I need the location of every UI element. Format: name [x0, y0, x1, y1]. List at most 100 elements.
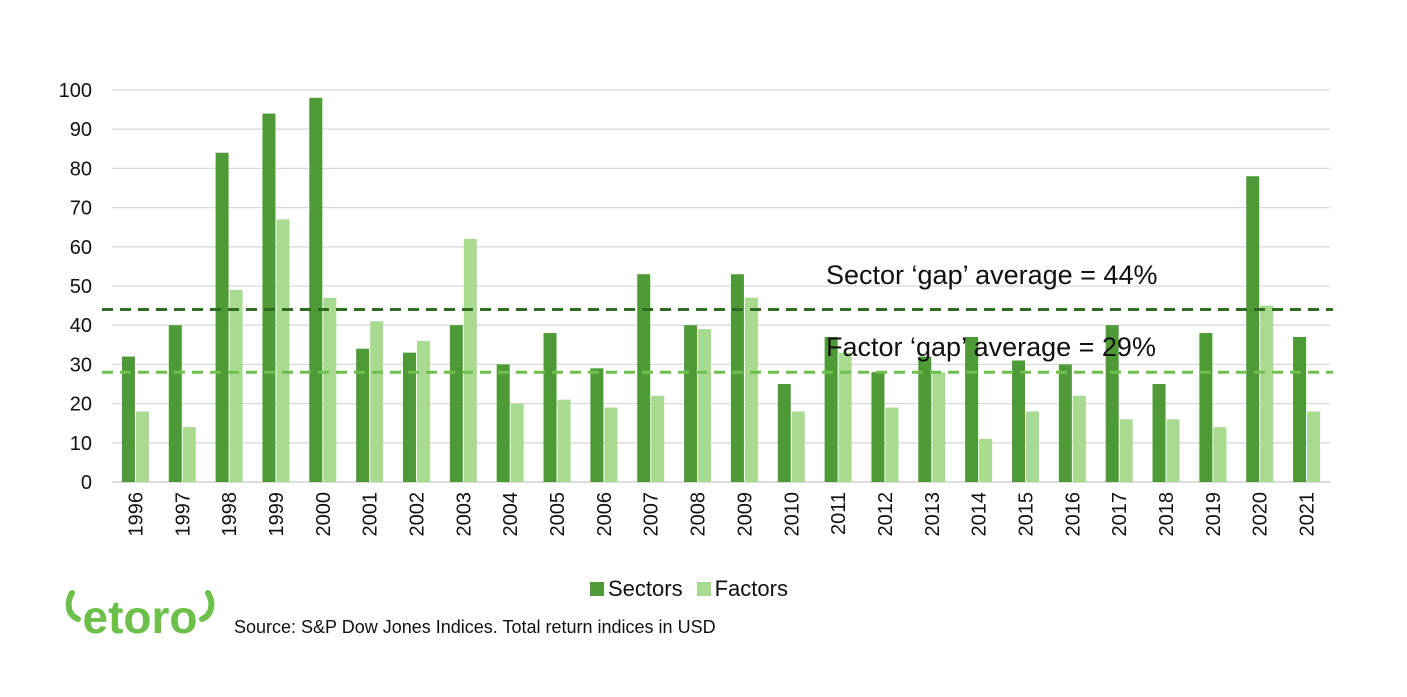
legend-label-factors: Factors	[714, 576, 788, 601]
legend-label-sectors: Sectors	[608, 576, 683, 601]
y-tick-label-70: 70	[70, 198, 92, 220]
legend-swatch-sectors	[590, 582, 604, 596]
y-tick-label-90: 90	[70, 119, 92, 141]
bar-factors-2020	[1260, 305, 1274, 482]
x-tick-label-2002: 2002	[407, 492, 429, 537]
x-tick-label-2021: 2021	[1297, 492, 1319, 537]
x-tick-label-2015: 2015	[1016, 492, 1038, 537]
bar-factors-2009	[744, 297, 758, 482]
x-tick-label-2004: 2004	[500, 492, 522, 537]
x-tick-label-2018: 2018	[1156, 492, 1178, 537]
bar-factors-2021	[1307, 411, 1321, 482]
x-tick-label-2013: 2013	[922, 492, 944, 537]
x-tick-label-2016: 2016	[1062, 492, 1084, 537]
x-tick-label-1996: 1996	[125, 492, 147, 537]
reference-label-factor: Factor ‘gap’ average = 29%	[826, 332, 1156, 362]
reference-lines: Sector ‘gap’ average = 44% Factor ‘gap’ a…	[102, 260, 1333, 374]
bar-factors-2005	[557, 399, 571, 482]
bar-factors-2000	[323, 297, 337, 482]
x-tick-label-2005: 2005	[547, 492, 569, 537]
bar-factors-2011	[838, 352, 852, 482]
y-tick-label-50: 50	[70, 276, 92, 298]
bar-sectors-2005	[543, 333, 557, 482]
x-tick-label-2007: 2007	[641, 492, 663, 537]
bar-factors-2019	[1213, 427, 1227, 482]
bar-sectors-2015	[1012, 360, 1025, 482]
bar-sectors-2019	[1199, 333, 1213, 482]
bar-factors-2008	[698, 329, 712, 482]
bar-factors-1997	[182, 427, 196, 482]
bar-sectors-2012	[871, 372, 885, 482]
bar-factors-2002	[417, 340, 430, 482]
bar-factors-1998	[229, 289, 243, 482]
x-tick-label-2008: 2008	[688, 492, 710, 537]
bar-sectors-2006	[590, 368, 604, 482]
etoro-logo: etoro	[65, 590, 215, 643]
bar-sectors-2016	[1058, 364, 1072, 482]
x-tick-label-2017: 2017	[1109, 492, 1131, 537]
y-tick-label-60: 60	[70, 237, 92, 259]
bar-sectors-2003	[449, 325, 463, 482]
bar-factors-2013	[932, 372, 946, 482]
legend-item-factors: Factors	[696, 576, 788, 602]
bar-sectors-2002	[403, 352, 416, 482]
y-tick-label-20: 20	[70, 394, 92, 416]
y-tick-label-0: 0	[81, 472, 92, 494]
bar-sectors-2001	[356, 348, 370, 482]
x-tick-label-1999: 1999	[266, 492, 288, 537]
bar-factors-2010	[791, 411, 805, 482]
bar-sectors-1999	[262, 113, 276, 483]
x-tick-label-2019: 2019	[1203, 492, 1225, 537]
x-tick-label-2009: 2009	[734, 492, 756, 537]
bar-factors-2014	[979, 438, 993, 482]
x-tick-label-2001: 2001	[360, 492, 382, 537]
bar-sectors-1996	[121, 356, 135, 482]
x-tick-label-2006: 2006	[594, 492, 616, 537]
y-axis-ticks: 0 10 20 30 40 50 60 70 80 90 100	[59, 80, 92, 494]
bar-sectors-2007	[637, 274, 651, 482]
x-tick-label-2014: 2014	[969, 492, 991, 537]
bar-sectors-2020	[1246, 176, 1260, 483]
bar-sectors-2021	[1293, 336, 1307, 482]
legend-item-sectors: Sectors	[590, 576, 683, 602]
x-tick-label-2020: 2020	[1250, 492, 1272, 537]
bar-factors-2016	[1072, 395, 1086, 482]
x-tick-label-2012: 2012	[875, 492, 897, 537]
bar-sectors-2008	[684, 325, 698, 482]
y-tick-label-10: 10	[70, 433, 92, 455]
bar-sectors-2004	[496, 364, 510, 482]
bar-factors-2017	[1119, 419, 1133, 482]
y-tick-label-40: 40	[70, 315, 92, 337]
bar-factors-1999	[276, 219, 290, 483]
source-note: Source: S&P Dow Jones Indices. Total ret…	[234, 617, 716, 637]
legend: Sectors Factors	[590, 576, 802, 602]
bar-factors-2015	[1026, 411, 1039, 482]
reference-label-sector: Sector ‘gap’ average = 44%	[826, 260, 1157, 290]
bar-factors-2004	[510, 403, 524, 482]
x-tick-label-2011: 2011	[828, 492, 850, 535]
bar-sectors-2017	[1105, 325, 1119, 482]
x-tick-label-1998: 1998	[219, 492, 241, 537]
x-tick-label-2000: 2000	[313, 492, 335, 537]
bar-sectors-2018	[1152, 384, 1166, 482]
bar-factors-2012	[885, 407, 899, 482]
bar-factors-1996	[135, 411, 149, 482]
x-tick-label-2010: 2010	[781, 492, 803, 537]
bar-sectors-1998	[215, 152, 229, 482]
x-tick-label-2003: 2003	[453, 492, 475, 537]
bar-factors-2006	[604, 407, 618, 482]
bar-factors-2007	[651, 395, 665, 482]
bar-sectors-2013	[918, 356, 932, 482]
bar-sectors-2010	[777, 384, 791, 482]
bars	[121, 97, 1321, 483]
bar-factors-2003	[463, 238, 477, 482]
bar-factors-2001	[370, 321, 384, 482]
y-tick-label-30: 30	[70, 354, 92, 376]
x-axis-ticks: 1996 1997 1998 1999 2000 2001 2002 2003 2004 2005…	[125, 492, 1318, 537]
bar-factors-2018	[1166, 419, 1180, 482]
svg-text:etoro: etoro	[83, 591, 198, 643]
bar-sectors-2009	[730, 274, 744, 482]
y-tick-label-80: 80	[70, 158, 92, 180]
